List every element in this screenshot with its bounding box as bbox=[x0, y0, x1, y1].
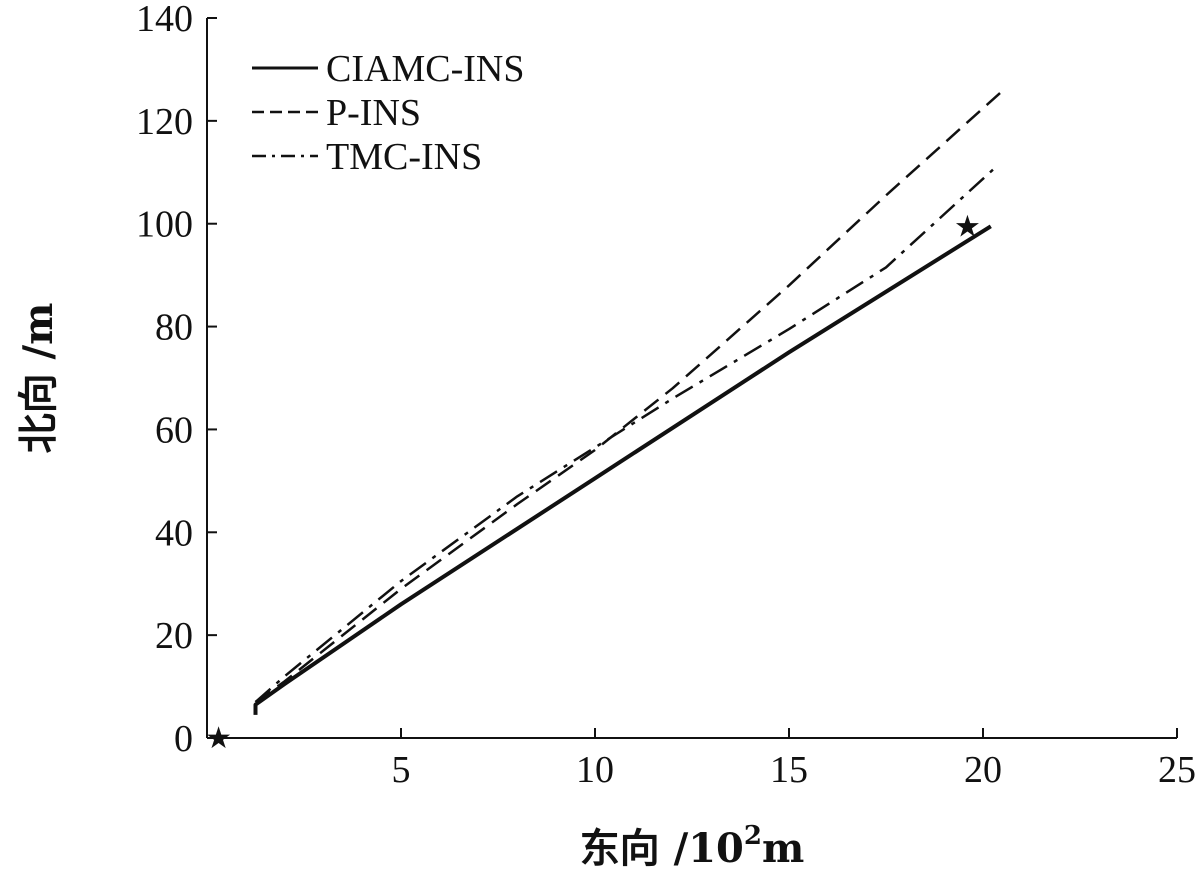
y-axis-label: 北向 /m bbox=[15, 303, 62, 454]
y-tick-label: 40 bbox=[155, 512, 193, 554]
x-ticks: 5 10 15 20 25 bbox=[392, 728, 1196, 791]
y-tick-label: 140 bbox=[136, 0, 193, 40]
x-tick-label: 25 bbox=[1158, 749, 1196, 791]
legend-label-p-ins: P-INS bbox=[326, 92, 421, 134]
x-tick-label: 10 bbox=[576, 749, 614, 791]
series-line-ciamc-ins bbox=[253, 224, 992, 715]
x-tick-label: 20 bbox=[964, 749, 1002, 791]
legend-label-ciamc-ins: CIAMC-INS bbox=[326, 48, 524, 90]
series-line-tmc-ins bbox=[254, 163, 1000, 703]
y-tick-label: 80 bbox=[155, 307, 193, 349]
x-axis-label: 东向 /102m bbox=[580, 821, 805, 870]
y-tick-label: 120 bbox=[136, 101, 193, 143]
series-lines bbox=[253, 86, 1008, 715]
end-marker: ★ bbox=[954, 209, 981, 244]
legend-label-tmc-ins: TMC-INS bbox=[326, 136, 482, 178]
x-tick-label: 15 bbox=[770, 749, 808, 791]
start-marker: ★ bbox=[205, 721, 232, 756]
y-tick-label: 60 bbox=[155, 409, 193, 451]
axes bbox=[206, 18, 1177, 739]
y-tick-label: 0 bbox=[174, 718, 193, 760]
x-tick-label: 5 bbox=[392, 749, 411, 791]
y-ticks: 0 20 40 60 80 100 120 140 bbox=[136, 0, 217, 760]
markers: ★★ bbox=[205, 209, 981, 756]
x-axis-label-unit: m bbox=[762, 825, 804, 870]
series-line-p-ins bbox=[254, 86, 1008, 704]
x-axis-label-main: 东向 /10 bbox=[580, 825, 744, 870]
y-tick-label: 100 bbox=[136, 204, 193, 246]
x-axis-label-superscript: 2 bbox=[744, 821, 762, 851]
y-tick-label: 20 bbox=[155, 615, 193, 657]
